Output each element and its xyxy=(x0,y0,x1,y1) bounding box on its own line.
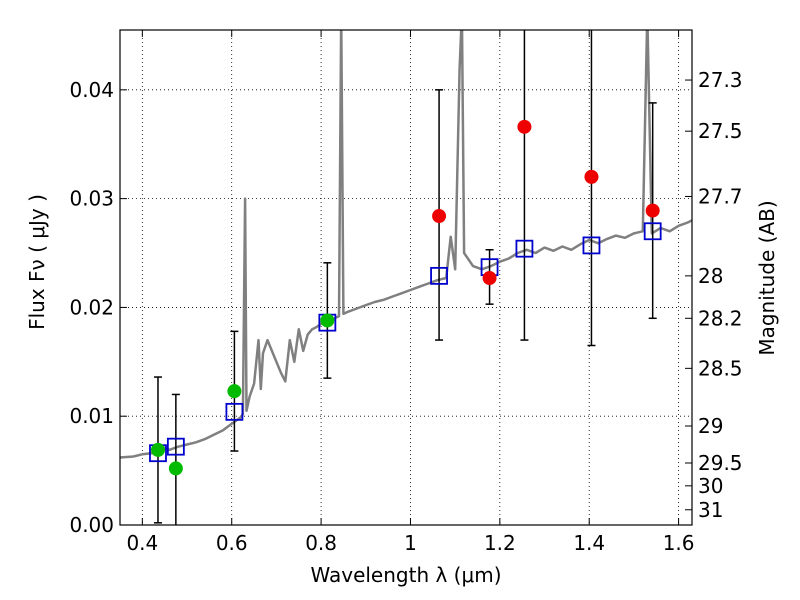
magnitude-tick-label: 27.7 xyxy=(698,184,743,208)
y-tick-label: 0.00 xyxy=(69,513,114,537)
magnitude-tick-label: 29.5 xyxy=(698,451,743,475)
magnitude-tick-label: 28.2 xyxy=(698,306,743,330)
photometry-point-red xyxy=(517,119,532,134)
magnitude-tick-label: 31 xyxy=(698,498,723,522)
photometry-point-red xyxy=(584,169,599,184)
right-axis-label: Magnitude (AB) xyxy=(755,200,779,355)
magnitude-tick-label: 28.5 xyxy=(698,356,743,380)
x-tick-label: 0.8 xyxy=(305,531,337,555)
error-bars xyxy=(153,30,657,525)
x-tick-label: 0.4 xyxy=(126,531,158,555)
photometry-point-green xyxy=(168,461,183,476)
y-axis-label: Flux Fν ( μJy ) xyxy=(25,194,49,330)
model-spectrum xyxy=(120,30,692,459)
x-axis-label: Wavelength λ (μm) xyxy=(310,563,501,587)
model-point-square xyxy=(582,236,601,255)
magnitude-tick-label: 29 xyxy=(698,414,723,438)
plot-border xyxy=(119,29,693,526)
plot-frame xyxy=(119,29,693,526)
x-tick-label: 1.6 xyxy=(663,531,695,555)
photometry-point-green xyxy=(320,313,335,328)
photometry-point-red xyxy=(482,271,497,286)
x-tick-label: 1.4 xyxy=(573,531,605,555)
magnitude-tick-label: 27.3 xyxy=(698,68,743,92)
model-point-square xyxy=(643,222,662,241)
photometry-point-green xyxy=(150,442,165,457)
model-point-square xyxy=(515,239,534,258)
model-point-square xyxy=(166,437,185,456)
x-tick-label: 1.2 xyxy=(484,531,516,555)
y-tick-label: 0.03 xyxy=(69,187,114,211)
magnitude-tick-label: 28 xyxy=(698,264,723,288)
y-tick-label: 0.02 xyxy=(69,295,114,319)
y-tick-label: 0.04 xyxy=(69,78,114,102)
photometry-point-red xyxy=(432,209,447,224)
photometry-point-red xyxy=(645,203,660,218)
data-markers xyxy=(149,119,662,476)
photometry-point-green xyxy=(227,384,242,399)
spectrum-line xyxy=(120,30,692,459)
x-tick-label: 1 xyxy=(404,531,417,555)
model-point-square xyxy=(225,402,244,421)
magnitude-tick-label: 27.5 xyxy=(698,119,743,143)
axis-ticks: 0.4 0.6 0.8 1 1.2 1.4 1.6 0.00 0.01 0.02 0.03 0.04 2… xyxy=(69,30,743,555)
model-point-square xyxy=(430,266,448,285)
x-tick-label: 0.6 xyxy=(216,531,248,555)
magnitude-tick-label: 30 xyxy=(698,474,723,498)
grid xyxy=(120,30,692,526)
y-tick-label: 0.01 xyxy=(69,404,114,428)
